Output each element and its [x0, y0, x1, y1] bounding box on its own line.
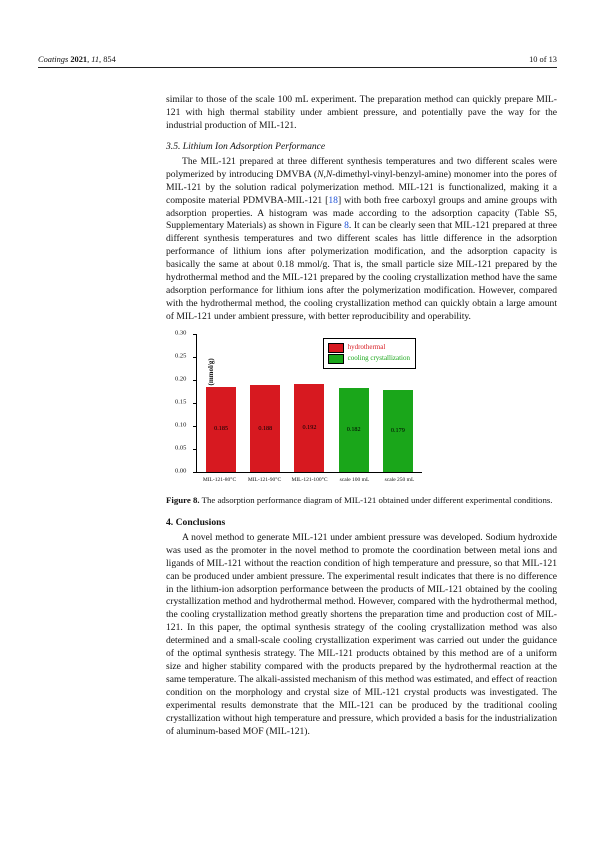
section-4-body: A novel method to generate MIL-121 under…	[166, 532, 557, 739]
chart-bar: 0.192	[294, 384, 324, 472]
article-number: 854	[103, 55, 116, 64]
chart-y-tick: 0.25	[175, 353, 186, 362]
header-citation: Coatings 2021, 11, 854	[38, 54, 116, 65]
chart-bar-value: 0.188	[250, 425, 280, 433]
chart-bars-area: 0.185 0.188 0.192 0.182 0.179	[197, 334, 422, 472]
sec35-text-e: . It can be clearly seen that MIL-121 pr…	[166, 220, 557, 322]
section-3-5-title: 3.5. Lithium Ion Adsorption Performance	[166, 141, 557, 154]
page-content: similar to those of the scale 100 mL exp…	[166, 94, 557, 742]
journal-year: 2021	[70, 55, 87, 64]
sec35-italic-nn: N,N	[317, 169, 332, 180]
chart-x-tick: MIL-121-100°C	[287, 478, 332, 484]
section-4-title: 4. Conclusions	[166, 517, 557, 530]
chart-y-tick: 0.15	[175, 399, 186, 408]
chart-y-tick: 0.00	[175, 468, 186, 477]
chart-y-tick: 0.20	[175, 376, 186, 385]
chart-bar-value: 0.185	[206, 425, 236, 433]
chart-y-tick: 0.05	[175, 445, 186, 454]
chart-bar: 0.185	[206, 387, 236, 472]
chart-y-tick: 0.10	[175, 422, 186, 431]
chart-bar-value: 0.182	[339, 426, 369, 434]
page-header: Coatings 2021, 11, 854 10 of 13	[38, 54, 557, 68]
chart-y-tick: 0.30	[175, 330, 186, 339]
journal-volume: 11	[91, 55, 99, 64]
chart-bar-value: 0.192	[294, 424, 324, 432]
chart-x-tick: scale 250 mL	[377, 478, 422, 484]
chart-x-tick: MIL-121-80°C	[197, 478, 242, 484]
figure-8-chart: Adsorption capacity (mmol/g) hydrotherma…	[196, 334, 422, 473]
figure-8-caption-label: Figure 8.	[166, 495, 200, 505]
chart-bar: 0.188	[250, 385, 280, 471]
reference-18-link[interactable]: 18	[328, 195, 338, 206]
figure-8-caption: Figure 8. The adsorption performance dia…	[166, 495, 557, 507]
page-number: 10 of 13	[529, 54, 557, 65]
chart-x-tick: MIL-121-90°C	[242, 478, 287, 484]
section-3-5-body: The MIL-121 prepared at three different …	[166, 156, 557, 324]
chart-bar-value: 0.179	[383, 427, 413, 435]
intro-paragraph: similar to those of the scale 100 mL exp…	[166, 94, 557, 133]
chart-x-tick: scale 100 mL	[332, 478, 377, 484]
figure-8-caption-text: The adsorption performance diagram of MI…	[200, 495, 553, 505]
chart-bar: 0.182	[339, 388, 369, 472]
journal-name: Coatings	[38, 55, 68, 64]
chart-bar: 0.179	[383, 390, 413, 472]
